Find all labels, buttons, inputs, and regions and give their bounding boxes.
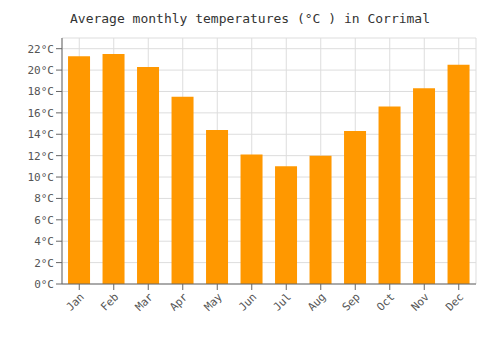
svg-text:Jan: Jan [64,290,87,313]
svg-text:12°C: 12°C [28,150,55,163]
svg-text:Feb: Feb [98,290,121,313]
svg-text:Jul: Jul [271,290,294,313]
svg-text:10°C: 10°C [28,171,55,184]
svg-text:22°C: 22°C [28,43,55,56]
svg-text:May: May [202,290,226,314]
svg-text:8°C: 8°C [34,192,54,205]
svg-text:0°C: 0°C [34,278,54,291]
svg-text:14°C: 14°C [28,128,55,141]
svg-text:16°C: 16°C [28,107,55,120]
svg-text:Nov: Nov [409,290,433,314]
html-text:Average monthly temperatures (: Average monthly temperatures (°C ) in Co… [70,11,430,26]
svg-text:Apr: Apr [167,290,191,314]
svg-text:20°C: 20°C [28,64,55,77]
svg-text:18°C: 18°C [28,85,55,98]
svg-text:Mar: Mar [133,290,157,314]
svg-text:4°C: 4°C [34,235,54,248]
svg-text:Dec: Dec [443,290,466,313]
svg-text:6°C: 6°C [34,214,54,227]
svg-text:Sep: Sep [340,290,363,313]
svg-text:Oct: Oct [374,290,397,313]
svg-text:Aug: Aug [305,290,328,313]
svg-text:Jun: Jun [236,290,259,313]
svg-text:2°C: 2°C [34,257,54,270]
